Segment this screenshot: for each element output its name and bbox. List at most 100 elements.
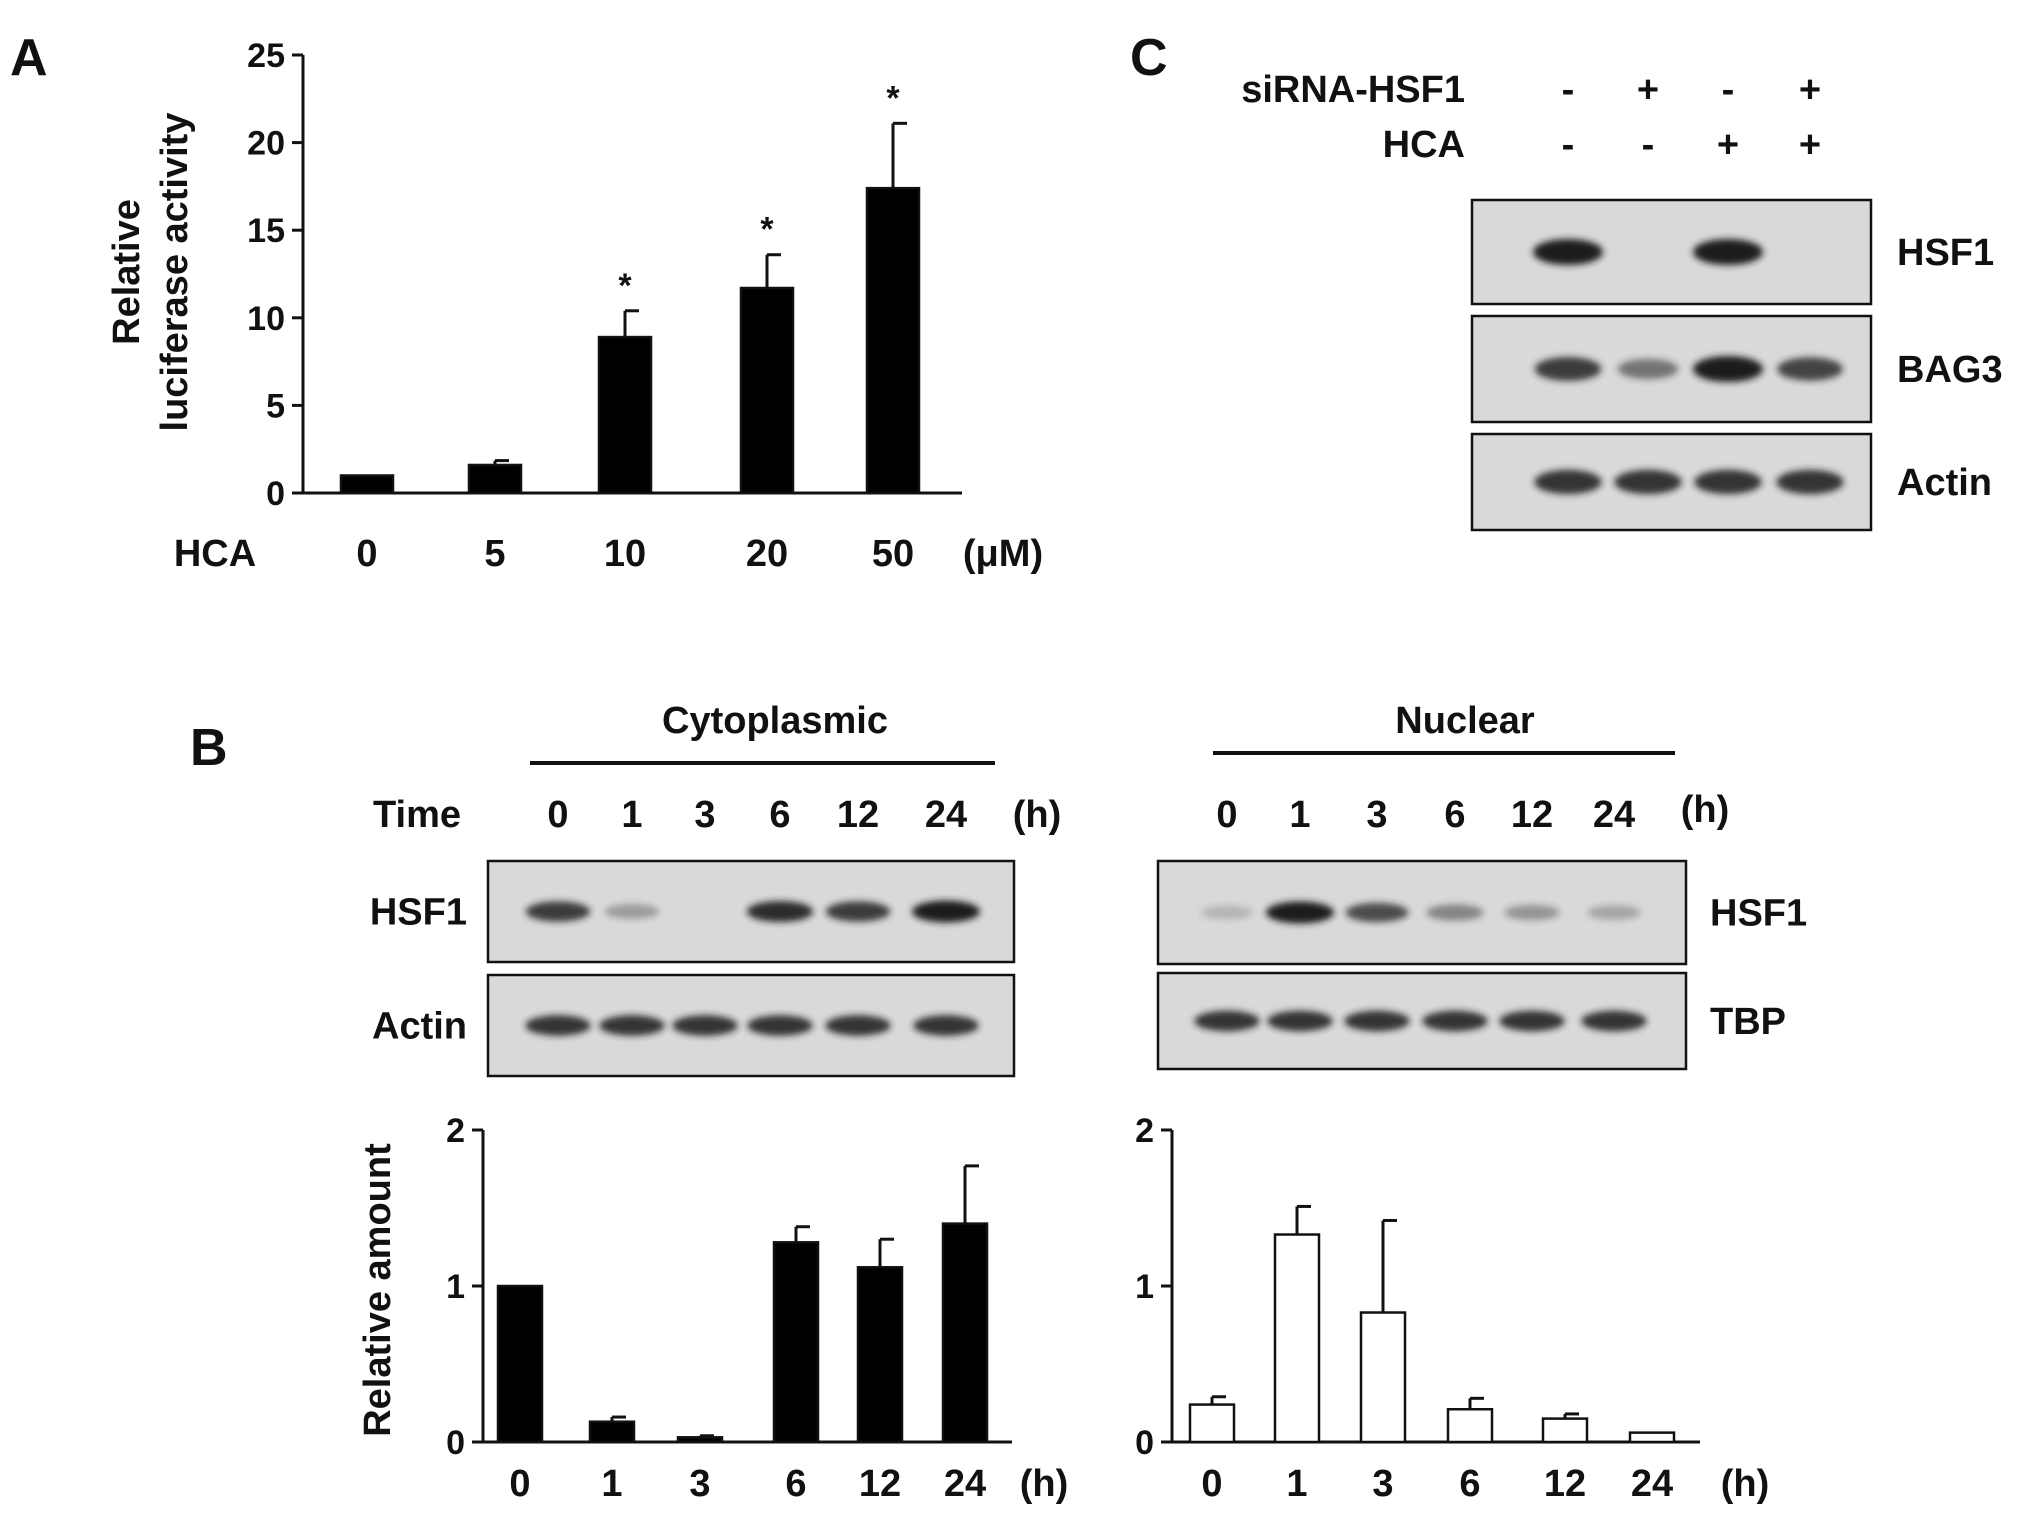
x-tick-label: 0: [356, 533, 377, 575]
blot-nuclear-label: TBP: [1710, 1001, 1786, 1043]
chart-a-luciferase: 0 5 10 15 20 25 0 5 10 * 20 * 50 * HCA (μM) Relative luci…: [106, 37, 1043, 575]
blot-cyto-actin-band: [672, 1015, 738, 1036]
y-tick-label: 0: [266, 475, 285, 513]
blot-c-actin-band: [1534, 469, 1602, 495]
blot-nuclear-hsf1-band: [1426, 904, 1484, 921]
cyto-time-unit: (h): [1013, 794, 1062, 836]
bar-6: [772, 1241, 820, 1444]
blot-nuclear-hsf1-band: [1201, 905, 1253, 920]
blot-cyto-actin-band: [747, 1015, 813, 1036]
condition-sign: +: [1717, 124, 1739, 166]
blot-c-hsf1-band: [1693, 239, 1763, 265]
blot-cyto-hsf1-band: [825, 901, 891, 922]
blot-nuclear-tbp-band: [1194, 1010, 1260, 1032]
panel-c-western-blot: siRNA-HSF1 - + - + HCA - - + + HSF1 BAG3 Actin: [1241, 69, 2003, 532]
bar-3: [676, 1436, 724, 1444]
blot-cyto-label: HSF1: [370, 892, 467, 934]
blot-nuclear-hsf1-band: [1504, 904, 1560, 921]
condition-sign: +: [1799, 124, 1821, 166]
nuclear-lane-label: 1: [1289, 794, 1310, 836]
nuclear-lane-label: 24: [1593, 794, 1635, 836]
blot-nuclear-label: HSF1: [1710, 893, 1807, 935]
nuclear-title: Nuclear: [1395, 700, 1535, 742]
x-tick-label: 12: [859, 1463, 901, 1505]
condition-sign: -: [1722, 69, 1735, 111]
blot-cyto-label: Actin: [372, 1006, 467, 1048]
blot-cyto-hsf1-band: [912, 900, 980, 923]
x-tick-label: 1: [601, 1463, 622, 1505]
panel-label-a: A: [10, 29, 48, 87]
condition-label: HCA: [1383, 124, 1465, 166]
blot-c-actin-band: [1694, 469, 1762, 495]
nuclear-lane-label: 12: [1511, 794, 1553, 836]
cyto-lane-label: 0: [547, 794, 568, 836]
panel-label-b: B: [190, 719, 228, 777]
blot-c-label: Actin: [1897, 462, 1992, 504]
x-row-label-hca: HCA: [174, 533, 256, 575]
condition-sign: -: [1642, 124, 1655, 166]
cyto-lane-label: 1: [621, 794, 642, 836]
x-tick-label: 50: [872, 533, 914, 575]
blot-nuclear-hsf1-band: [1345, 902, 1409, 923]
bar-1: [1273, 1233, 1321, 1444]
blot-cyto-hsf1-band: [604, 904, 660, 919]
blot-cyto-actin-band: [599, 1015, 665, 1036]
bar-1: [588, 1420, 636, 1444]
x-tick-label: 6: [785, 1463, 806, 1505]
y-tick-label: 10: [247, 300, 285, 338]
blot-c-bag3-band: [1534, 357, 1602, 381]
bar-20: [739, 286, 795, 495]
nuclear-lane-label: 6: [1444, 794, 1465, 836]
blot-c-hsf1-box: [1470, 198, 1873, 306]
blot-c-bag3-band: [1777, 357, 1843, 381]
y-tick-label: 15: [247, 212, 285, 250]
nuclear-time-unit: (h): [1681, 789, 1730, 831]
bar-0: [1188, 1403, 1236, 1444]
x-tick-label: 1: [1286, 1463, 1307, 1505]
bar-0: [496, 1284, 544, 1444]
bar-50: [865, 186, 921, 495]
bar-10: [597, 335, 653, 495]
x-tick-label: 3: [689, 1463, 710, 1505]
blot-cyto-actin-band: [913, 1015, 979, 1036]
bar-0: [339, 474, 395, 495]
bar-24: [1628, 1431, 1676, 1444]
cyto-lane-label: 24: [925, 794, 967, 836]
x-tick-label: 5: [484, 533, 505, 575]
x-tick-label: 0: [1201, 1463, 1222, 1505]
y-axis-label: Relative amount: [357, 1143, 399, 1437]
significance-star: *: [886, 79, 900, 117]
blot-c-bag3-band: [1617, 358, 1679, 380]
y-axis-label-line1: Relative: [106, 199, 148, 345]
blot-c-label: BAG3: [1897, 349, 2003, 391]
x-tick-label: 20: [746, 533, 788, 575]
condition-sign: -: [1562, 69, 1575, 111]
blot-nuclear-hsf1-band: [1587, 905, 1641, 920]
blot-c-bag3-band: [1693, 356, 1763, 382]
cyto-lane-label: 6: [769, 794, 790, 836]
cyto-lane-label: 12: [837, 794, 879, 836]
y-tick-label: 20: [247, 125, 285, 163]
x-tick-label: 12: [1544, 1463, 1586, 1505]
blot-nuclear-tbp-band: [1581, 1010, 1647, 1032]
blot-nuclear-tbp-band: [1344, 1010, 1410, 1032]
y-tick-label: 1: [446, 1268, 465, 1306]
blot-c-hsf1-band: [1533, 239, 1603, 265]
x-tick-label: 24: [944, 1463, 986, 1505]
x-unit-label: (h): [1721, 1463, 1770, 1505]
y-tick-label: 2: [446, 1112, 465, 1150]
blot-c-actin-band: [1614, 469, 1682, 495]
bar-3: [1359, 1311, 1407, 1444]
bar-12: [856, 1266, 904, 1444]
bar-24: [941, 1222, 989, 1444]
condition-sign: +: [1637, 69, 1659, 111]
condition-label: siRNA-HSF1: [1241, 69, 1465, 111]
condition-sign: -: [1562, 124, 1575, 166]
significance-star: *: [618, 267, 632, 305]
y-tick-label: 0: [446, 1424, 465, 1462]
y-tick-label: 0: [1135, 1424, 1154, 1462]
blot-cyto-hsf1-band: [746, 900, 814, 923]
blot-cyto-actin-band: [825, 1015, 891, 1036]
blot-c-label: HSF1: [1897, 232, 1994, 274]
